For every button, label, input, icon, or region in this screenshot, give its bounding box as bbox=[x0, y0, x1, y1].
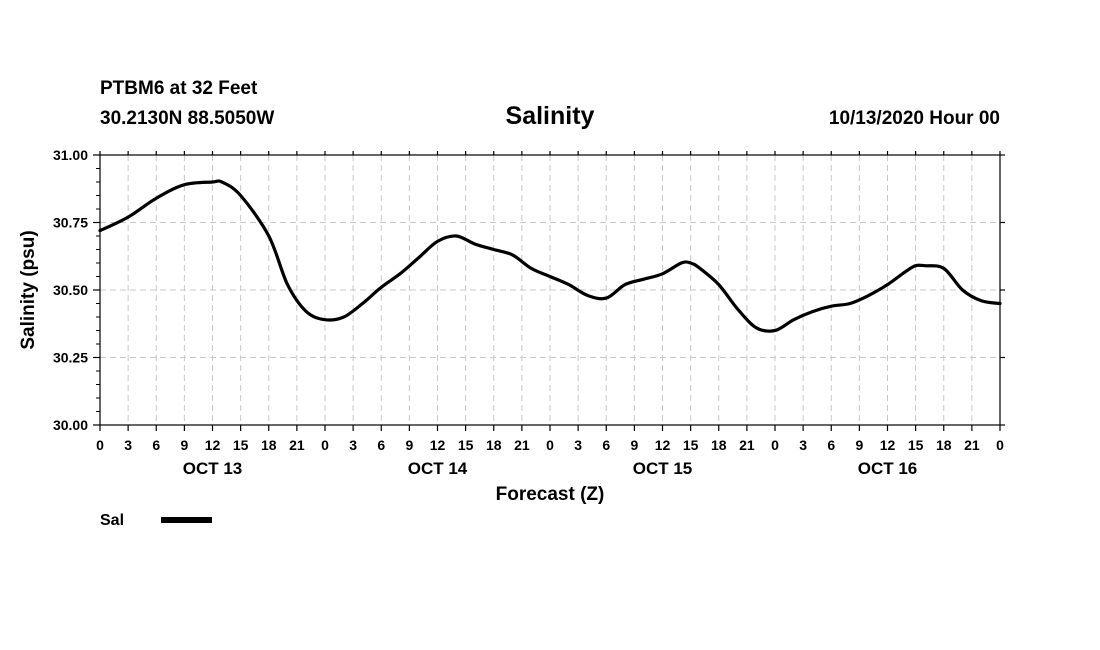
y-axis-label: Salinity (psu) bbox=[18, 230, 39, 349]
plot-frame bbox=[99, 154, 1001, 426]
legend-swatch-sal bbox=[161, 517, 212, 523]
x-tick-label: 9 bbox=[180, 437, 188, 453]
x-tick-label: 0 bbox=[546, 437, 554, 453]
x-tick-label: 3 bbox=[124, 437, 132, 453]
grid bbox=[100, 155, 1000, 425]
x-tick-label: 12 bbox=[880, 437, 896, 453]
x-tick-label: 15 bbox=[908, 437, 924, 453]
x-tick-label: 15 bbox=[458, 437, 474, 453]
y-tick-label: 30.50 bbox=[53, 282, 88, 298]
x-tick-label: 6 bbox=[377, 437, 385, 453]
x-axis-label: Forecast (Z) bbox=[496, 484, 605, 505]
x-tick-label: 6 bbox=[152, 437, 160, 453]
x-tick-label: 12 bbox=[205, 437, 221, 453]
x-tick-label: 0 bbox=[321, 437, 329, 453]
series-line-sal bbox=[98, 179, 1002, 333]
x-tick-label: 12 bbox=[655, 437, 671, 453]
x-tick-label: 18 bbox=[936, 437, 952, 453]
x-tick-label: 6 bbox=[827, 437, 835, 453]
x-tick-label: 0 bbox=[996, 437, 1004, 453]
x-tick-label: 15 bbox=[233, 437, 249, 453]
legend: Sal bbox=[100, 512, 212, 529]
day-label: OCT 14 bbox=[408, 459, 468, 478]
x-tick-label: 3 bbox=[574, 437, 582, 453]
x-tick-label: 21 bbox=[964, 437, 980, 453]
x-tick-label: 18 bbox=[486, 437, 502, 453]
x-tick-label: 3 bbox=[799, 437, 807, 453]
x-tick-label: 21 bbox=[739, 437, 755, 453]
x-tick-label: 9 bbox=[630, 437, 638, 453]
y-tick-label: 30.75 bbox=[53, 215, 88, 231]
x-tick-label: 0 bbox=[96, 437, 104, 453]
y-tick-label: 31.00 bbox=[53, 147, 88, 163]
x-tick-label: 9 bbox=[405, 437, 413, 453]
x-tick-label: 0 bbox=[771, 437, 779, 453]
x-axis: 0 3 6 9 12 15 18 21 0 3 6 9 12 15 18 21 0 3 6 9 12 15 18 21 0 3 6 9… bbox=[96, 151, 1004, 453]
day-labels: OCT 13 OCT 14 OCT 15 OCT 16 bbox=[183, 459, 918, 478]
x-tick-label: 18 bbox=[711, 437, 727, 453]
x-tick-label: 15 bbox=[683, 437, 699, 453]
chart-title: Salinity bbox=[506, 102, 595, 130]
x-tick-label: 21 bbox=[289, 437, 305, 453]
x-tick-label: 3 bbox=[349, 437, 357, 453]
x-tick-label: 6 bbox=[602, 437, 610, 453]
station-label: PTBM6 at 32 Feet bbox=[100, 78, 258, 99]
x-tick-label: 18 bbox=[261, 437, 277, 453]
location-label: 30.2130N 88.5050W bbox=[100, 108, 274, 129]
day-label: OCT 15 bbox=[633, 459, 693, 478]
legend-label-sal: Sal bbox=[100, 512, 124, 529]
day-label: OCT 16 bbox=[858, 459, 918, 478]
y-tick-label: 30.25 bbox=[53, 350, 88, 366]
x-tick-label: 12 bbox=[430, 437, 446, 453]
datetime-label: 10/13/2020 Hour 00 bbox=[829, 108, 1000, 129]
day-label: OCT 13 bbox=[183, 459, 243, 478]
y-tick-label: 30.00 bbox=[53, 417, 88, 433]
x-tick-label: 9 bbox=[855, 437, 863, 453]
x-tick-label: 21 bbox=[514, 437, 530, 453]
y-axis: 31.00 30.75 30.50 30.25 30.00 bbox=[53, 147, 1005, 433]
